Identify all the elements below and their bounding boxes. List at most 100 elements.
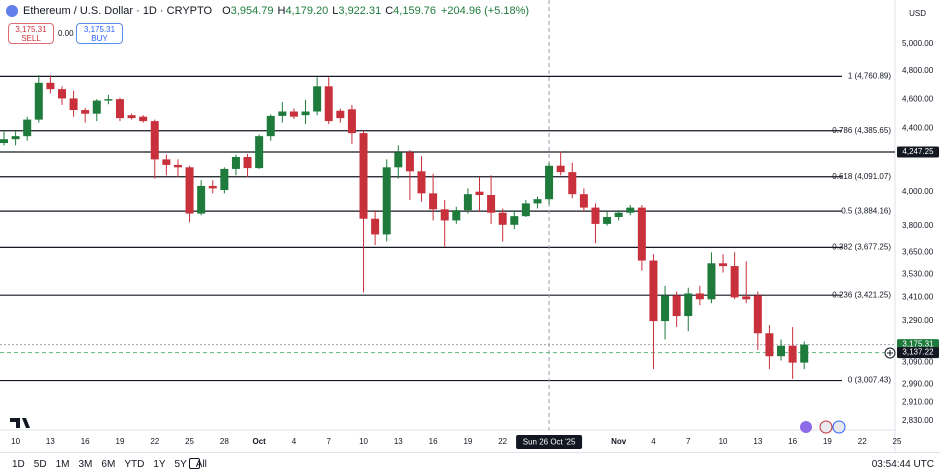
candle-body[interactable] <box>220 168 229 191</box>
candle-body[interactable] <box>336 110 345 119</box>
candle-body[interactable] <box>603 217 612 224</box>
symbol-title[interactable]: Ethereum / U.S. Dollar · 1D · CRYPTO <box>23 5 213 17</box>
candle-body[interactable] <box>765 333 774 357</box>
sell-button[interactable]: 3,175.31 SELL <box>8 23 54 44</box>
candle-body[interactable] <box>371 218 380 235</box>
fib-level-label: 0.786 (4,385.65) <box>832 126 891 135</box>
candle-body[interactable] <box>614 212 623 218</box>
candle-body[interactable] <box>649 260 658 322</box>
candle-body[interactable] <box>104 99 113 101</box>
buy-button[interactable]: 3,175.31 BUY <box>76 23 123 44</box>
range-button[interactable]: 1M <box>55 459 70 470</box>
event-icon[interactable] <box>819 420 833 434</box>
candle-body[interactable] <box>81 110 90 114</box>
candle-body[interactable] <box>475 191 484 196</box>
price-tag <box>897 347 939 359</box>
candle-body[interactable] <box>661 295 670 322</box>
currency[interactable]: USD <box>909 9 926 18</box>
candle-body[interactable] <box>719 263 728 267</box>
candle-body[interactable] <box>591 207 600 224</box>
candle-body[interactable] <box>197 185 206 214</box>
range-buttons: 1D 5D 1M 3M 6M YTD 1Y 5Y All <box>12 459 207 470</box>
range-button[interactable]: YTD <box>124 459 145 470</box>
candle-body[interactable] <box>162 159 171 165</box>
candle-body[interactable] <box>115 99 124 119</box>
candle-body[interactable] <box>243 157 252 169</box>
tv-logo[interactable] <box>10 418 30 428</box>
candle-body[interactable] <box>46 82 55 90</box>
x-tick-label: Oct <box>252 437 266 446</box>
candle-body[interactable] <box>23 119 32 137</box>
clock[interactable]: 03:54:44 UTC <box>871 459 934 470</box>
candle-body[interactable] <box>417 171 426 194</box>
candle-body[interactable] <box>672 295 681 317</box>
fib-level-label: 0.5 (3,884.16) <box>841 206 891 215</box>
range-button[interactable]: 5D <box>33 459 47 470</box>
candle-body[interactable] <box>11 136 20 140</box>
candle-body[interactable] <box>533 199 542 204</box>
candle-body[interactable] <box>208 185 217 189</box>
candle-body[interactable] <box>800 344 809 363</box>
candle-body[interactable] <box>57 89 66 99</box>
x-tick-label: 7 <box>327 437 332 446</box>
candle-body[interactable] <box>498 212 507 225</box>
candle-body[interactable] <box>173 164 182 168</box>
fib-level-label: 0 (3,007.43) <box>848 376 891 385</box>
range-button[interactable]: 5Y <box>174 459 187 470</box>
candle-body[interactable] <box>429 193 438 210</box>
buy-label: BUY <box>91 33 108 43</box>
candle-body[interactable] <box>347 109 356 134</box>
event-icon[interactable] <box>832 420 846 434</box>
candle-body[interactable] <box>626 207 635 213</box>
candle-body[interactable] <box>301 111 310 116</box>
candle-body[interactable] <box>777 345 786 357</box>
fib-level-label: 0.618 (4,091.07) <box>832 172 891 181</box>
candle-body[interactable] <box>579 194 588 208</box>
candle-body[interactable] <box>405 152 414 172</box>
candle-body[interactable] <box>185 167 194 214</box>
goto-date-icon[interactable] <box>189 458 200 469</box>
candle-body[interactable] <box>150 121 159 160</box>
candle-body[interactable] <box>382 167 391 235</box>
candle-body[interactable] <box>440 209 449 221</box>
candle-body[interactable] <box>510 216 519 225</box>
candle-body[interactable] <box>127 115 136 119</box>
candle-body[interactable] <box>139 116 148 122</box>
candle-body[interactable] <box>463 194 472 211</box>
candle-body[interactable] <box>255 136 264 169</box>
range-button[interactable]: 1Y <box>153 459 166 470</box>
candle-body[interactable] <box>568 172 577 195</box>
candle-body[interactable] <box>695 293 704 300</box>
candle-body[interactable] <box>707 263 716 300</box>
candle-body[interactable] <box>452 210 461 221</box>
range-button[interactable]: All <box>195 459 207 470</box>
candle-body[interactable] <box>313 86 322 112</box>
candle-body[interactable] <box>753 295 762 334</box>
candle-body[interactable] <box>92 100 101 114</box>
range-button[interactable]: 3M <box>78 459 93 470</box>
candle-body[interactable] <box>637 207 646 261</box>
candle-body[interactable] <box>394 152 403 168</box>
candle-body[interactable] <box>487 195 496 213</box>
event-icon[interactable] <box>800 421 812 433</box>
candle-body[interactable] <box>231 157 240 169</box>
candle-body[interactable] <box>556 165 565 173</box>
candle-body[interactable] <box>0 139 8 144</box>
x-tick-label: 25 <box>185 437 194 446</box>
candle-body[interactable] <box>730 266 739 298</box>
candle-body[interactable] <box>788 345 797 363</box>
candle-body[interactable] <box>69 98 78 111</box>
candle-body[interactable] <box>278 111 287 116</box>
candle-body[interactable] <box>266 115 275 137</box>
range-button[interactable]: 6M <box>101 459 116 470</box>
range-button[interactable]: 1D <box>12 459 25 470</box>
candle-body[interactable] <box>545 165 554 200</box>
candle-body[interactable] <box>521 203 530 217</box>
candle-body[interactable] <box>684 293 693 317</box>
ohlc-value: 4,179.20 <box>285 5 329 17</box>
candle-body[interactable] <box>289 111 298 117</box>
candle-body[interactable] <box>324 86 333 122</box>
candle-body[interactable] <box>34 82 43 120</box>
candle-body[interactable] <box>359 133 368 219</box>
candle-body[interactable] <box>742 296 751 300</box>
